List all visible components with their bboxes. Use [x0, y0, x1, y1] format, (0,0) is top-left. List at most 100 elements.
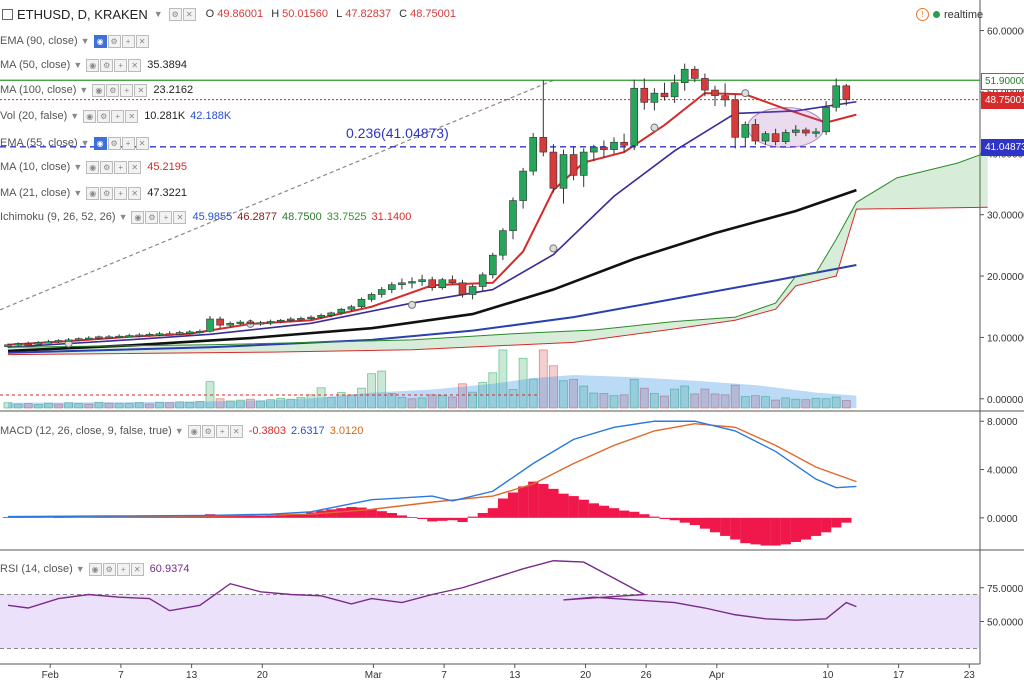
close-icon[interactable]: ✕ — [182, 7, 196, 21]
candle — [165, 333, 174, 336]
macd-histogram-bar — [134, 516, 145, 518]
plus-icon[interactable]: + — [111, 109, 125, 123]
macd-histogram-bar — [336, 508, 347, 518]
settings-icon[interactable]: ⚙ — [100, 186, 114, 200]
candle — [640, 87, 649, 103]
close-icon[interactable]: ✕ — [229, 424, 243, 438]
rsi-line — [7, 560, 857, 621]
plus-icon[interactable]: + — [114, 186, 128, 200]
eye-icon[interactable]: ◉ — [93, 34, 107, 48]
indicator-name[interactable]: RSI (14, close) — [0, 563, 73, 575]
plus-icon[interactable]: + — [114, 58, 128, 72]
indicator-name[interactable]: Vol (20, false) — [0, 110, 68, 122]
close-icon[interactable]: ✕ — [128, 58, 142, 72]
clock-icon: ! — [916, 8, 929, 21]
indicator-name[interactable]: Ichimoku (9, 26, 52, 26) — [0, 211, 116, 223]
indicator-name[interactable]: MA (21, close) — [0, 187, 71, 199]
chevron-down-icon[interactable]: ▼ — [75, 564, 85, 574]
volume-bar — [730, 384, 740, 409]
indicator-name[interactable]: MA (10, close) — [0, 161, 71, 173]
close-icon[interactable]: ✕ — [173, 210, 187, 224]
eye-icon[interactable]: ◉ — [86, 186, 100, 200]
time-tick-label: 10 — [822, 670, 834, 681]
indicator-row[interactable]: EMA (55, close) ▼ ◉ ⚙ + ✕ — [0, 133, 155, 153]
candle — [317, 315, 325, 318]
plus-icon[interactable]: + — [159, 210, 173, 224]
settings-icon[interactable]: ⚙ — [102, 562, 116, 576]
settings-icon[interactable]: ⚙ — [107, 34, 121, 48]
indicator-name[interactable]: MA (100, close) — [0, 84, 77, 96]
settings-icon[interactable]: ⚙ — [107, 136, 121, 150]
settings-icon[interactable]: ⚙ — [145, 210, 159, 224]
plus-icon[interactable]: + — [120, 83, 134, 97]
indicator-row[interactable]: MA (50, close) ▼ ◉ ⚙ + ✕ 35.3894 — [0, 55, 192, 75]
macd-histogram-bar — [417, 517, 428, 520]
macd-label[interactable]: MACD (12, 26, close, 9, false, true) ▼ ◉ ⚙ +… — [0, 421, 368, 441]
plus-icon[interactable]: + — [121, 136, 135, 150]
macd-histogram-bar — [558, 493, 569, 518]
plus-icon[interactable]: + — [116, 562, 130, 576]
close-icon[interactable]: ✕ — [125, 109, 139, 123]
indicator-name[interactable]: EMA (55, close) — [0, 137, 78, 149]
close-icon[interactable]: ✕ — [130, 562, 144, 576]
settings-icon[interactable]: ⚙ — [97, 109, 111, 123]
chevron-down-icon[interactable]: ▼ — [73, 162, 83, 172]
chevron-down-icon[interactable]: ▼ — [73, 188, 83, 198]
symbol-header[interactable]: ETHUSD, D, KRAKEN ▼ ⚙ ✕ O 49.86001 H 50.01… — [0, 4, 461, 24]
settings-icon[interactable]: ⚙ — [168, 7, 182, 21]
rsi-label[interactable]: RSI (14, close) ▼ ◉ ⚙ + ✕ 60.9374 — [0, 559, 194, 579]
chevron-down-icon[interactable]: ▼ — [79, 85, 89, 95]
eye-icon[interactable]: ◉ — [86, 58, 100, 72]
chevron-down-icon[interactable]: ▼ — [118, 212, 128, 222]
close-icon[interactable]: ✕ — [135, 136, 149, 150]
eye-icon[interactable]: ◉ — [93, 136, 107, 150]
close-icon[interactable]: ✕ — [128, 160, 142, 174]
macd-histogram-bar — [538, 484, 549, 518]
indicator-row[interactable]: EMA (90, close) ▼ ◉ ⚙ + ✕ — [0, 31, 155, 51]
settings-icon[interactable]: ⚙ — [201, 424, 215, 438]
chevron-down-icon[interactable]: ▼ — [174, 426, 184, 436]
indicator-row[interactable]: MA (21, close) ▼ ◉ ⚙ + ✕ 47.3221 — [0, 183, 192, 203]
settings-icon[interactable]: ⚙ — [106, 83, 120, 97]
eye-icon[interactable]: ◉ — [83, 109, 97, 123]
settings-icon[interactable]: ⚙ — [100, 58, 114, 72]
symbol-name[interactable]: ETHUSD, D, KRAKEN — [17, 6, 148, 22]
close-icon[interactable]: ✕ — [134, 83, 148, 97]
candle — [781, 132, 790, 142]
indicator-name[interactable]: MA (50, close) — [0, 59, 71, 71]
close-icon[interactable]: ✕ — [135, 34, 149, 48]
chevron-down-icon[interactable]: ▼ — [80, 36, 90, 46]
eye-icon[interactable]: ◉ — [88, 562, 102, 576]
indicator-row[interactable]: Vol (20, false) ▼ ◉ ⚙ + ✕ 10.281K 42.188K — [0, 106, 236, 126]
indicator-name[interactable]: EMA (90, close) — [0, 35, 78, 47]
plus-icon[interactable]: + — [215, 424, 229, 438]
volume-bar — [64, 402, 73, 409]
indicator-row[interactable]: MA (100, close) ▼ ◉ ⚙ + ✕ 23.2162 — [0, 80, 198, 100]
chevron-down-icon[interactable]: ▼ — [80, 138, 90, 148]
plus-icon[interactable]: + — [114, 160, 128, 174]
indicator-row[interactable]: Ichimoku (9, 26, 52, 26) ▼ ◉ ⚙ + ✕ 45.9855 46.2… — [0, 207, 416, 227]
eye-icon[interactable]: ◉ — [86, 160, 100, 174]
collapse-icon[interactable] — [2, 8, 13, 20]
volume-bar — [447, 396, 457, 409]
volume-bar — [195, 400, 205, 409]
indicator-row[interactable]: MA (10, close) ▼ ◉ ⚙ + ✕ 45.2195 — [0, 157, 192, 177]
volume-bar — [740, 396, 750, 409]
close-icon[interactable]: ✕ — [128, 186, 142, 200]
eye-icon[interactable]: ◉ — [187, 424, 201, 438]
price-tick-label: 20.00000 — [987, 272, 1024, 283]
plus-icon[interactable]: + — [121, 34, 135, 48]
trend-line — [0, 79, 554, 311]
eye-icon[interactable]: ◉ — [131, 210, 145, 224]
settings-icon[interactable]: ⚙ — [100, 160, 114, 174]
candle — [4, 344, 12, 347]
indicator-name[interactable]: MACD (12, 26, close, 9, false, true) — [0, 425, 172, 437]
chevron-down-icon[interactable]: ▼ — [70, 111, 80, 121]
eye-icon[interactable]: ◉ — [92, 83, 106, 97]
volume-bar — [700, 388, 710, 409]
candle — [408, 281, 416, 284]
chevron-down-icon[interactable]: ▼ — [73, 60, 83, 70]
indicator-value: 35.3894 — [147, 59, 187, 71]
chevron-down-icon[interactable]: ▼ — [153, 9, 163, 19]
